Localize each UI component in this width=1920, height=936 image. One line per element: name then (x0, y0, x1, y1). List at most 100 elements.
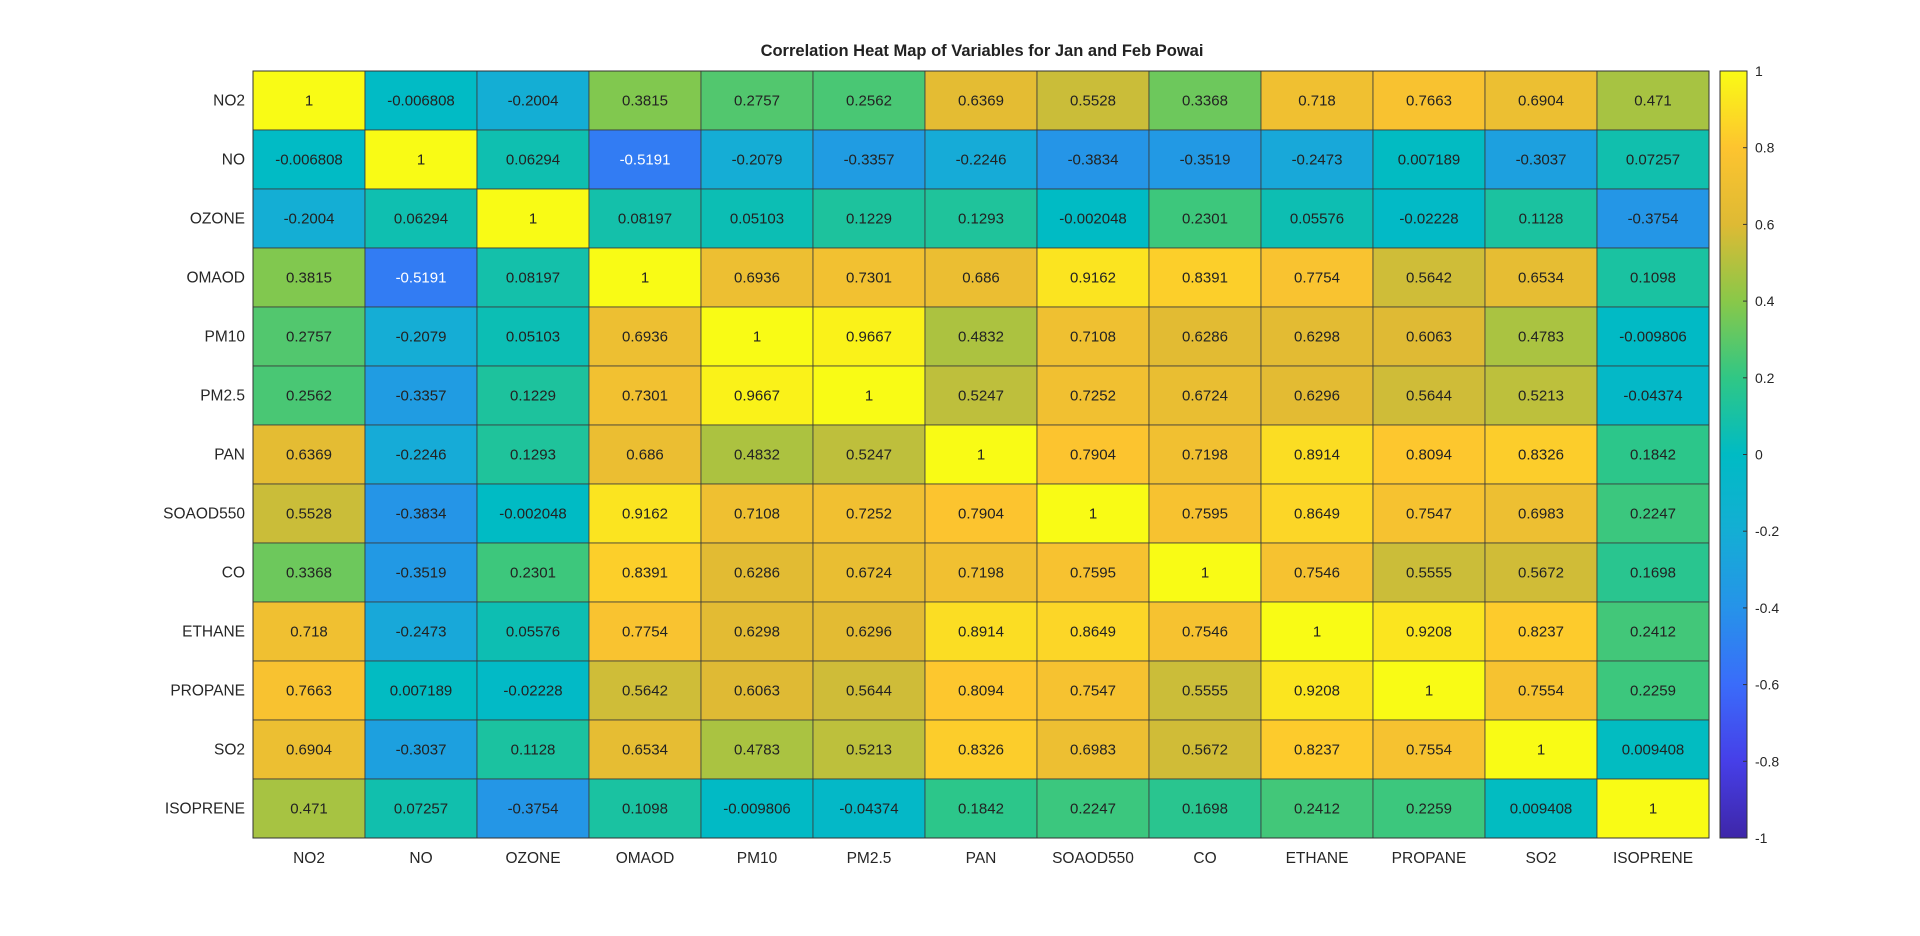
cell-value-label: 0.05576 (1290, 211, 1344, 228)
heatmap-cell (1260, 424, 1374, 485)
cell-value-label: 1 (305, 93, 313, 110)
heatmap-cell (812, 542, 926, 603)
cell-value-label: 0.6296 (846, 624, 892, 641)
y-tick-label: OMAOD (186, 270, 245, 287)
x-tick-label: PM2.5 (847, 850, 892, 867)
x-tick-label: OZONE (505, 850, 560, 867)
cell-value-label: 0.7301 (846, 270, 892, 287)
heatmap-cell (476, 365, 590, 426)
heatmap-cell (1372, 247, 1486, 308)
colorbar-tick-label: 0.6 (1755, 216, 1775, 232)
heatmap-cell (1036, 719, 1150, 780)
colorbar-tick-label: -1 (1755, 830, 1768, 846)
heatmap-cell (1484, 542, 1598, 603)
cell-value-label: -0.006808 (275, 152, 343, 169)
heatmap-cell (924, 365, 1038, 426)
cell-value-label: 0.2757 (286, 329, 332, 346)
cell-value-label: 0.5213 (846, 742, 892, 759)
y-tick-label: PAN (214, 447, 245, 464)
cell-value-label: -0.2004 (284, 211, 335, 228)
x-tick-label: NO (409, 850, 432, 867)
cell-value-label: -0.5191 (396, 270, 447, 287)
cell-value-label: 0.6904 (286, 742, 332, 759)
heatmap-cell (364, 306, 478, 367)
cell-value-label: 0.4832 (734, 447, 780, 464)
cell-value-label: 0.9162 (622, 506, 668, 523)
colorbar-tick-label: -0.8 (1755, 753, 1779, 769)
heatmap-cell (1484, 188, 1598, 249)
heatmap-cell (1484, 306, 1598, 367)
colorbar-tick-label: -0.4 (1755, 600, 1779, 616)
cell-value-label: -0.3519 (396, 565, 447, 582)
cell-value-label: 1 (865, 388, 873, 405)
heatmap-cell (1372, 483, 1486, 544)
heatmap-cell (924, 483, 1038, 544)
heatmap-cell (252, 424, 366, 485)
heatmap-cell (476, 424, 590, 485)
cell-value-label: -0.3357 (844, 152, 895, 169)
heatmap-cell (924, 542, 1038, 603)
cell-value-label: 0.8649 (1070, 624, 1116, 641)
heatmap-cell (1372, 660, 1486, 721)
heatmap-cell (1036, 365, 1150, 426)
cell-value-label: -0.04374 (1623, 388, 1682, 405)
cell-value-label: 0.7754 (1294, 270, 1340, 287)
heatmap-cell (700, 424, 814, 485)
cell-value-label: 0.07257 (394, 801, 448, 818)
heatmap-cell (812, 778, 926, 839)
cell-value-label: 0.5247 (958, 388, 1004, 405)
cell-value-label: 0.718 (1298, 93, 1336, 110)
heatmap-cell (252, 247, 366, 308)
cell-value-label: -0.009806 (1619, 329, 1687, 346)
cell-value-label: -0.3037 (1516, 152, 1567, 169)
x-tick-label: ISOPRENE (1613, 850, 1693, 867)
heatmap-cell (252, 483, 366, 544)
cell-value-label: 0.3815 (286, 270, 332, 287)
heatmap-cell (700, 719, 814, 780)
heatmap-cell (812, 483, 926, 544)
cell-value-label: 0.1229 (846, 211, 892, 228)
x-tick-label: PM10 (737, 850, 778, 867)
x-tick-label: PAN (966, 850, 997, 867)
x-axis-labels: NO2 NO OZONE OMAOD PM10 PM2.5 PAN SOAOD550 CO ETH… (293, 850, 1693, 867)
colorbar: 1 0.8 0.6 0.4 0.2 0 -0.2 -0.4 -0.6 -0.8 -1 (1719, 63, 1779, 846)
cell-value-label: 0.8914 (958, 624, 1004, 641)
y-axis-labels: NO2 NO OZONE OMAOD PM10 PM2.5 PAN SOAOD550 CO ETH… (163, 93, 245, 818)
heatmap-cell (1260, 365, 1374, 426)
heatmap-cell (476, 247, 590, 308)
cell-value-label: 0.6298 (1294, 329, 1340, 346)
heatmap-cell (812, 247, 926, 308)
cell-value-label: 0.5642 (622, 683, 668, 700)
cell-value-label: 0.4832 (958, 329, 1004, 346)
cell-value-label: 0.1293 (958, 211, 1004, 228)
heatmap-cell (364, 601, 478, 662)
heatmap-cell (1036, 424, 1150, 485)
heatmap-cell (1596, 188, 1710, 249)
chart-title: Correlation Heat Map of Variables for Ja… (761, 42, 1204, 60)
cell-value-label: -0.006808 (387, 93, 455, 110)
cell-value-label: -0.009806 (723, 801, 791, 818)
heatmap-cell (364, 542, 478, 603)
heatmap-cell (476, 601, 590, 662)
heatmap-cell (1372, 778, 1486, 839)
cell-value-label: 0.3815 (622, 93, 668, 110)
heatmap-cell (1036, 660, 1150, 721)
heatmap-cell (364, 660, 478, 721)
cell-value-label: 0.6063 (1406, 329, 1452, 346)
heatmap-cell (364, 188, 478, 249)
heatmap-cell (476, 483, 590, 544)
heatmap-cell (476, 306, 590, 367)
heatmap-cell (1148, 247, 1262, 308)
heatmap-cell (1260, 129, 1374, 190)
cell-value-label: 0.7595 (1182, 506, 1228, 523)
cell-value-label: 0.5213 (1518, 388, 1564, 405)
cell-value-label: 0.4783 (734, 742, 780, 759)
heatmap-cell (924, 778, 1038, 839)
heatmap-cell (1596, 365, 1710, 426)
cell-value-label: 0.7546 (1182, 624, 1228, 641)
cell-value-label: 0.6063 (734, 683, 780, 700)
heatmap-cell (1484, 70, 1598, 131)
heatmap-cell (924, 601, 1038, 662)
cell-value-label: 0.6286 (1182, 329, 1228, 346)
cell-value-label: 0.7595 (1070, 565, 1116, 582)
